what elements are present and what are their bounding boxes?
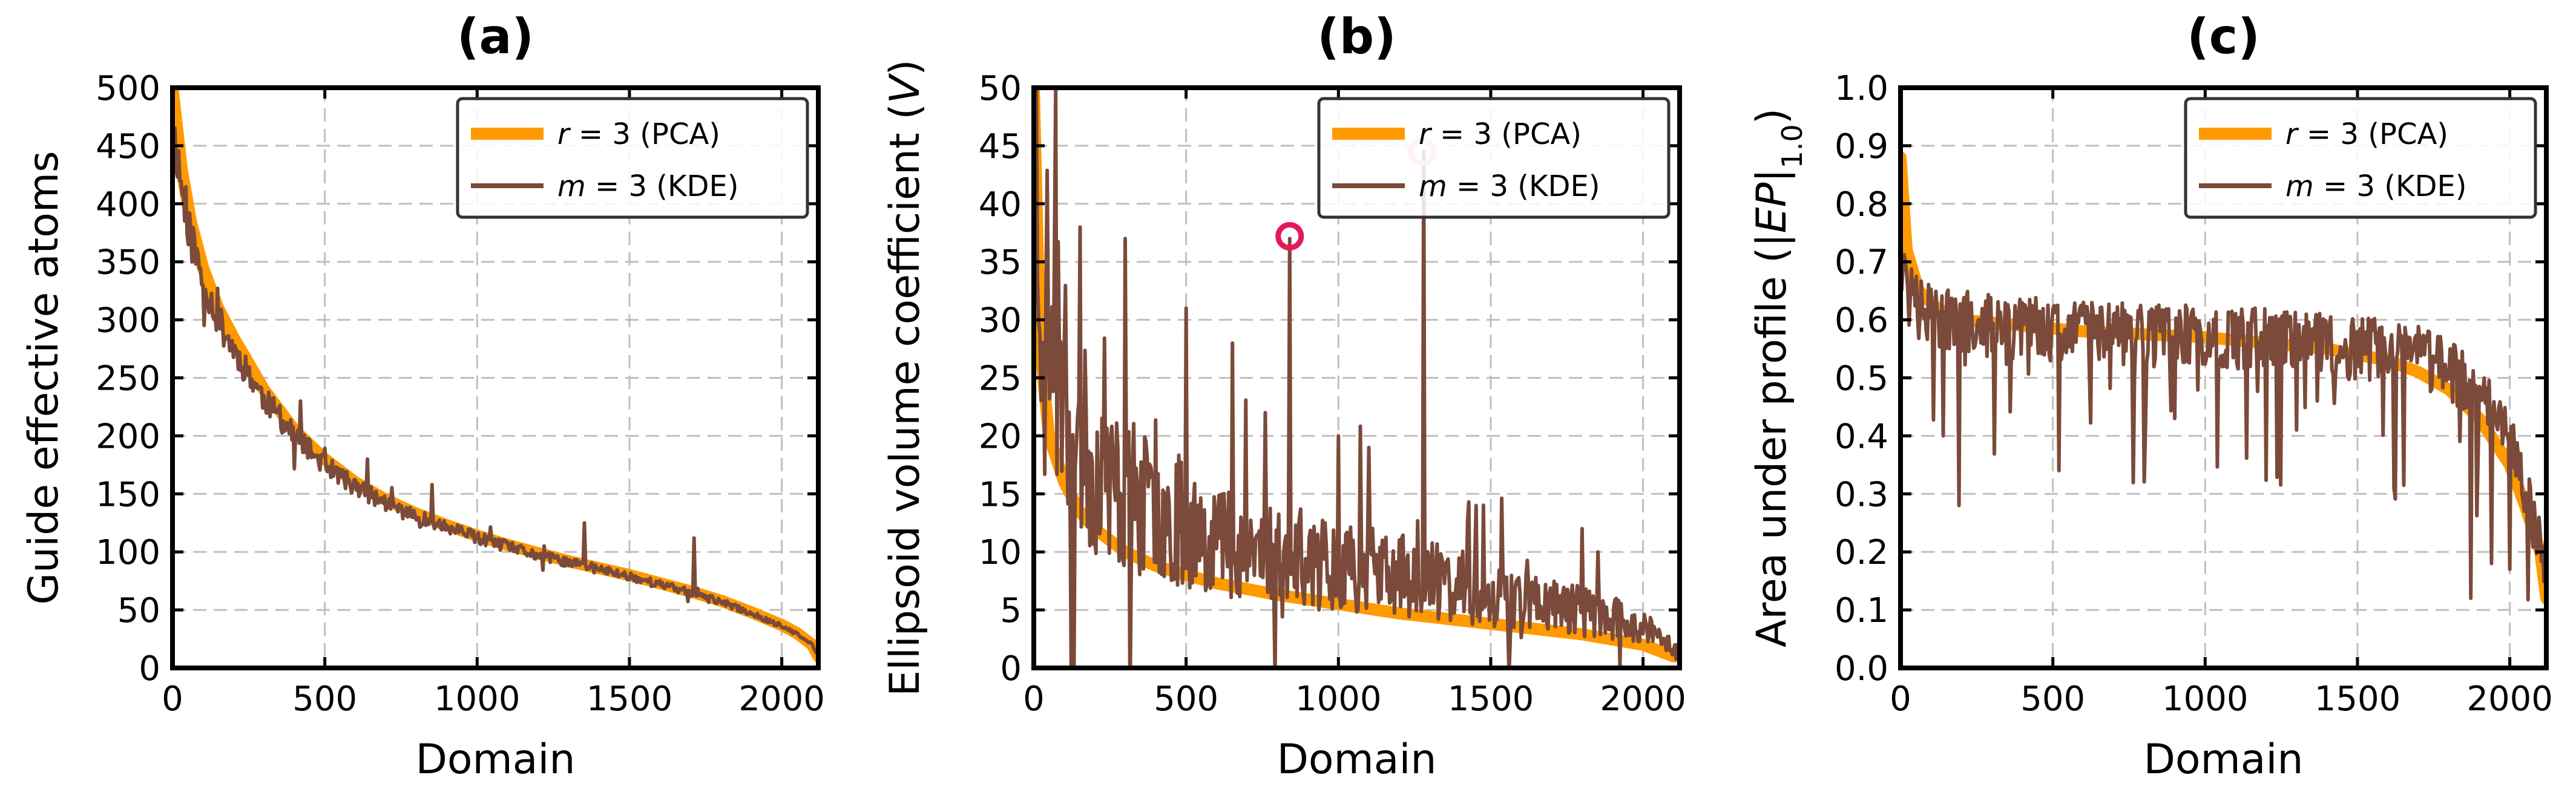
panel-1: 0 500 1000 1500 2000 0 50 100 150 200 250 300 350 400… <box>20 8 825 784</box>
x-axis-label: Domain <box>2144 736 2304 784</box>
y-tick-label: 5 <box>1000 591 1022 630</box>
x-tick-label: 1000 <box>434 679 521 719</box>
y-tick-label: 50 <box>979 69 1022 108</box>
x-axis-label: Domain <box>1277 736 1437 784</box>
x-tick-label: 0 <box>162 679 183 719</box>
y-tick-label: 0.5 <box>1835 359 1888 399</box>
y-tick-label: 15 <box>979 475 1022 514</box>
x-tick-label: 0 <box>1890 679 1911 719</box>
legend-entry: m = 3 (KDE) <box>1419 169 1600 203</box>
x-tick-label: 1000 <box>2162 679 2249 719</box>
y-tick-label: 1.0 <box>1835 69 1888 108</box>
y-tick-label: 450 <box>96 127 160 166</box>
y-tick-label: 0.3 <box>1835 475 1888 514</box>
y-tick-label: 350 <box>96 243 160 283</box>
legend-box <box>1317 97 1671 219</box>
panel-3: 0 500 1000 1500 2000 0.0 0.1 0.2 0.3 0.4 0.5 0.6 0.7… <box>1748 8 2553 784</box>
panel-2: 0 500 1000 1500 2000 0 5 10 15 20 25 30 35 40 45 50 (b) D… <box>881 8 1686 784</box>
y-tick-label: 200 <box>96 417 160 456</box>
y-tick-label: 0.7 <box>1835 243 1888 283</box>
series-line-kde <box>1901 237 2546 602</box>
y-tick-label: 500 <box>96 69 160 108</box>
y-axis-label: Area under profile (|EP|1.0) <box>1748 108 1809 647</box>
x-tick-label: 1500 <box>2315 679 2401 719</box>
plot-area <box>1034 88 1680 668</box>
y-tick-label: 0.2 <box>1835 533 1888 572</box>
y-tick-label: 0.8 <box>1835 185 1888 224</box>
y-tick-label: 250 <box>96 359 160 399</box>
panel-title: (c) <box>2187 8 2260 65</box>
highlight-marker <box>1275 222 1304 251</box>
y-tick-label: 45 <box>979 127 1022 166</box>
x-tick-label: 1500 <box>586 679 673 719</box>
y-tick-label: 25 <box>979 359 1022 399</box>
panel-title: (a) <box>457 8 534 65</box>
legend-box <box>2184 97 2537 219</box>
x-tick-label: 500 <box>2020 679 2085 719</box>
x-tick-label: 500 <box>292 679 357 719</box>
y-tick-label: 0.6 <box>1835 301 1888 341</box>
y-tick-label: 0 <box>1000 649 1022 689</box>
y-tick-label: 40 <box>979 185 1022 224</box>
y-tick-label: 50 <box>117 591 160 630</box>
legend-entry: r = 3 (PCA) <box>557 117 720 151</box>
y-tick-label: 0 <box>139 649 160 689</box>
y-tick-label: 300 <box>96 301 160 341</box>
y-tick-label: 0.1 <box>1835 591 1888 630</box>
x-tick-label: 2000 <box>1600 679 1686 719</box>
series-line-kde <box>172 126 818 655</box>
x-tick-label: 1500 <box>1448 679 1534 719</box>
y-tick-label: 400 <box>96 185 160 224</box>
y-tick-label: 150 <box>96 475 160 514</box>
legend: r = 3 (PCA) m = 3 (KDE) <box>1317 97 1671 219</box>
legend: r = 3 (PCA) m = 3 (KDE) <box>2184 97 2537 219</box>
y-tick-label: 30 <box>979 301 1022 341</box>
panel-title: (b) <box>1317 8 1396 65</box>
plot-area <box>172 88 818 662</box>
legend-box <box>456 97 809 219</box>
x-tick-label: 0 <box>1023 679 1045 719</box>
legend-entry: m = 3 (KDE) <box>557 169 739 203</box>
x-tick-label: 2000 <box>738 679 825 719</box>
x-tick-label: 2000 <box>2466 679 2553 719</box>
y-tick-label: 0.0 <box>1835 649 1888 689</box>
y-tick-label: 0.9 <box>1835 127 1888 166</box>
series-line-kde <box>1034 88 1679 668</box>
x-tick-label: 500 <box>1154 679 1218 719</box>
legend-entry: r = 3 (PCA) <box>1419 117 1582 151</box>
legend: r = 3 (PCA) m = 3 (KDE) <box>456 97 809 219</box>
y-tick-label: 35 <box>979 243 1022 283</box>
y-tick-label: 0.4 <box>1835 417 1888 456</box>
y-tick-label: 20 <box>979 417 1022 456</box>
y-tick-label: 100 <box>96 533 160 572</box>
y-tick-label: 10 <box>979 533 1022 572</box>
legend-entry: r = 3 (PCA) <box>2285 117 2448 151</box>
legend-entry: m = 3 (KDE) <box>2285 169 2467 203</box>
plot-area <box>1901 151 2546 604</box>
x-tick-label: 1000 <box>1295 679 1382 719</box>
x-axis-label: Domain <box>416 736 576 784</box>
y-axis-label: Guide effective atoms <box>20 151 68 604</box>
y-axis-label: Ellipsoid volume coefficient (V) <box>881 59 929 696</box>
